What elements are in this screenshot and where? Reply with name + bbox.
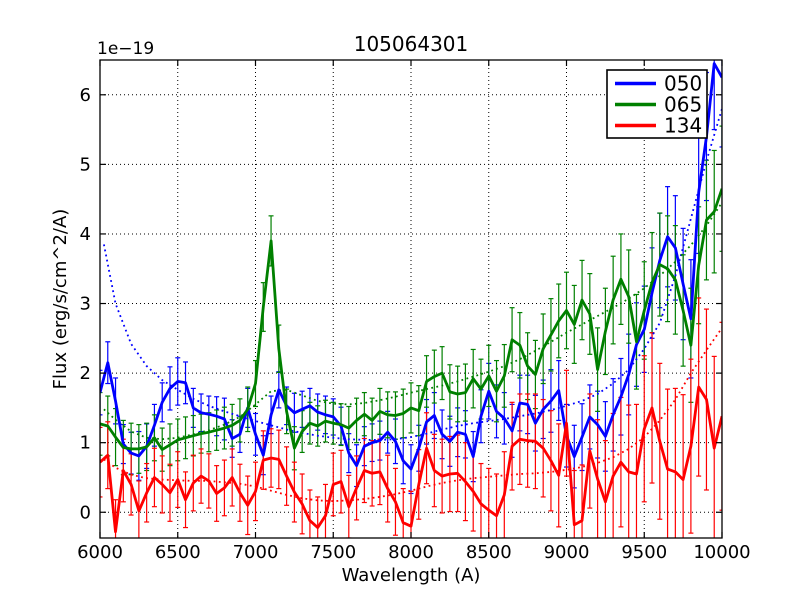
y-tick-labels: 0 1 2 3 4 5 6 bbox=[80, 85, 91, 523]
plot-area: 6000 6500 7000 7500 8000 8500 9000 9500 10000 0 1 2… bbox=[77, 60, 751, 563]
svg-text:7000: 7000 bbox=[233, 542, 279, 563]
svg-text:7500: 7500 bbox=[310, 542, 356, 563]
legend-label-134: 134 bbox=[664, 114, 702, 138]
y-axis-label: Flux (erg/s/cm^2/A) bbox=[50, 209, 71, 390]
legend-label-050: 050 bbox=[664, 72, 702, 96]
spectrum-curve-065 bbox=[100, 188, 722, 452]
axes-frame bbox=[99, 59, 723, 539]
svg-text:6: 6 bbox=[80, 85, 91, 106]
y-axis-offset-label: 1e−19 bbox=[97, 39, 154, 59]
svg-text:6000: 6000 bbox=[77, 542, 123, 563]
svg-text:10000: 10000 bbox=[693, 542, 750, 563]
spectrum-curve-050 bbox=[100, 62, 722, 471]
model-curve-050-model bbox=[103, 108, 722, 441]
model-curve-134-model bbox=[103, 327, 722, 503]
spectrum-curve-134 bbox=[100, 385, 722, 534]
svg-text:8500: 8500 bbox=[466, 542, 512, 563]
legend-entry-050: 050 bbox=[615, 72, 702, 96]
svg-text:1: 1 bbox=[80, 433, 91, 454]
svg-text:4: 4 bbox=[80, 224, 91, 245]
svg-text:2: 2 bbox=[80, 363, 91, 384]
svg-text:8000: 8000 bbox=[388, 542, 434, 563]
x-axis-label: Wavelength (A) bbox=[342, 565, 481, 586]
svg-text:5: 5 bbox=[80, 154, 91, 175]
svg-text:6500: 6500 bbox=[155, 542, 201, 563]
svg-text:9000: 9000 bbox=[544, 542, 590, 563]
model-curve-065-model bbox=[103, 202, 722, 441]
legend-entry-065: 065 bbox=[615, 93, 702, 117]
svg-text:0: 0 bbox=[80, 502, 91, 523]
svg-text:9500: 9500 bbox=[621, 542, 667, 563]
legend-entry-134: 134 bbox=[615, 114, 702, 138]
svg-text:3: 3 bbox=[80, 294, 91, 315]
legend-label-065: 065 bbox=[664, 93, 702, 117]
legend: 050 065 134 bbox=[606, 69, 708, 139]
x-tick-labels: 6000 6500 7000 7500 8000 8500 9000 9500 10000 bbox=[77, 542, 751, 563]
figure-title: 105064301 bbox=[354, 32, 469, 56]
